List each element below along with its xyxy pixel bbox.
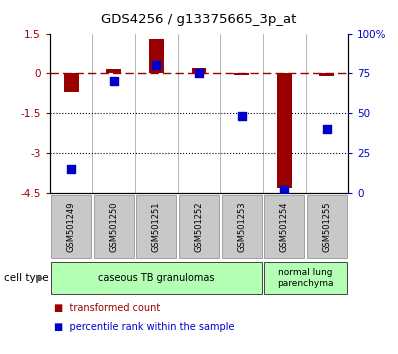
Point: [68, 166, 74, 172]
Text: GDS4256 / g13375665_3p_at: GDS4256 / g13375665_3p_at: [101, 13, 297, 26]
Text: GSM501252: GSM501252: [195, 201, 203, 252]
Bar: [64, 73, 78, 92]
Point: [153, 63, 160, 68]
Bar: [106, 69, 121, 73]
Text: GSM501255: GSM501255: [322, 201, 332, 252]
Bar: [277, 73, 292, 188]
Text: GSM501251: GSM501251: [152, 201, 161, 252]
Text: GSM501250: GSM501250: [109, 201, 118, 252]
Text: GSM501253: GSM501253: [237, 201, 246, 252]
Text: caseous TB granulomas: caseous TB granulomas: [98, 273, 215, 283]
Point: [281, 187, 287, 193]
Text: ■  percentile rank within the sample: ■ percentile rank within the sample: [54, 322, 234, 332]
Bar: [234, 73, 249, 75]
Text: cell type: cell type: [4, 273, 49, 283]
Point: [324, 126, 330, 132]
Bar: [320, 73, 334, 76]
Bar: [149, 39, 164, 73]
Point: [111, 79, 117, 84]
Point: [238, 114, 245, 119]
Text: normal lung
parenchyma: normal lung parenchyma: [277, 268, 334, 287]
Text: ■  transformed count: ■ transformed count: [54, 303, 160, 313]
Text: GSM501249: GSM501249: [66, 201, 76, 252]
Text: ▶: ▶: [36, 273, 43, 283]
Point: [196, 70, 202, 76]
Text: GSM501254: GSM501254: [280, 201, 289, 252]
Bar: [191, 68, 207, 73]
